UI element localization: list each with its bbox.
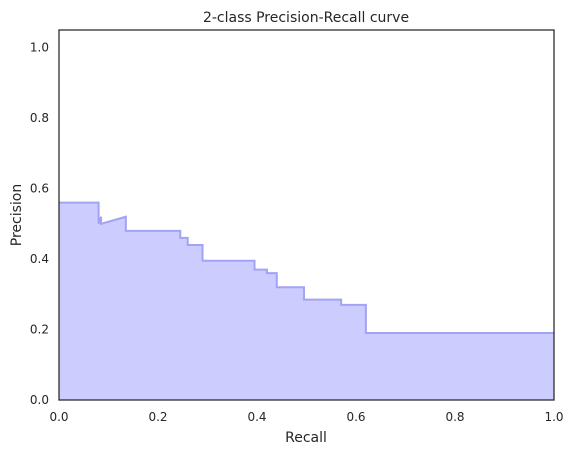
y-tick-label: 1.0 (30, 41, 49, 55)
plot-frame (58, 29, 555, 401)
x-tick-label: 0.8 (445, 410, 464, 424)
y-tick-label: 0.4 (30, 252, 49, 266)
y-axis-label: Precision (9, 184, 25, 246)
x-axis-label: Recall (285, 430, 327, 446)
chart-title: 2-class Precision-Recall curve (203, 10, 409, 26)
y-tick-label: 0.0 (30, 393, 49, 407)
x-tick-label: 0.2 (148, 410, 167, 424)
y-tick-label: 0.2 (30, 323, 49, 337)
y-axis-ticks: 0.0 0.2 0.4 0.6 0.8 1.0 (30, 41, 49, 407)
x-tick-label: 0.0 (49, 410, 68, 424)
line-layer (59, 201, 554, 335)
x-tick-label: 0.4 (247, 410, 266, 424)
y-tick-label: 0.8 (30, 111, 49, 125)
x-tick-label: 0.6 (346, 410, 365, 424)
x-axis-ticks: 0.0 0.2 0.4 0.6 0.8 1.0 (49, 410, 563, 424)
pr-step-line (59, 201, 554, 335)
x-tick-label: 1.0 (544, 410, 563, 424)
fill-layer (59, 202, 554, 400)
y-tick-label: 0.6 (30, 182, 49, 196)
pr-area-fill (59, 202, 554, 400)
